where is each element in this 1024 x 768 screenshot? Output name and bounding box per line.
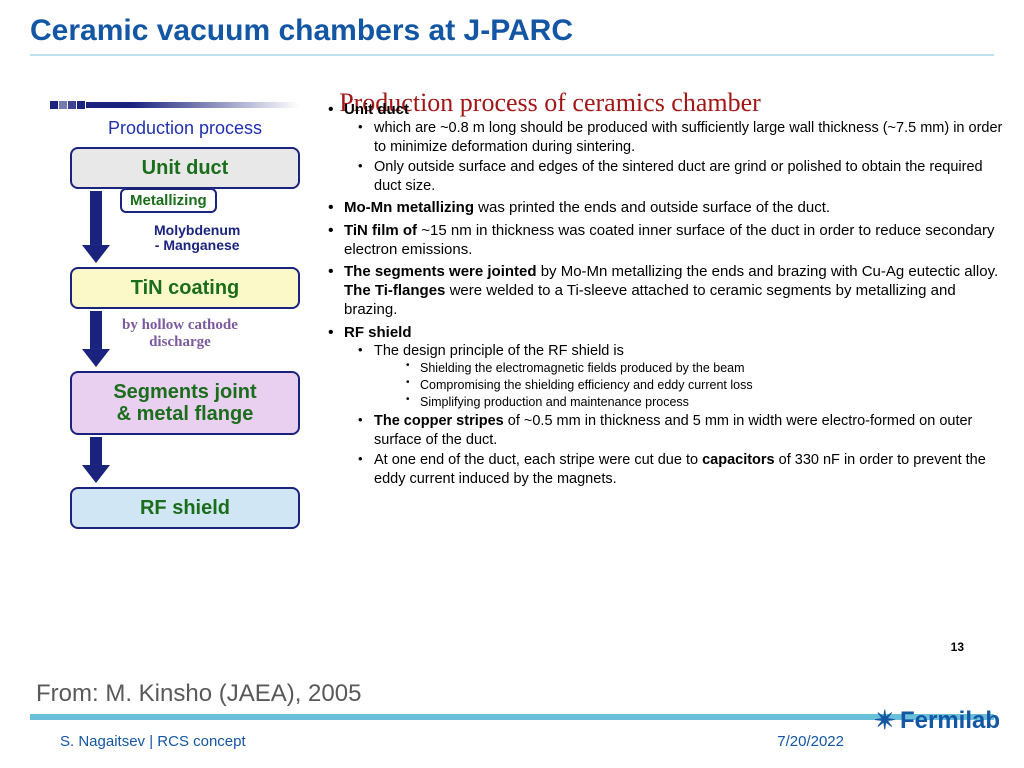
bullet-metallizing: Mo-Mn metallizing was printed the ends a… bbox=[324, 198, 1004, 217]
flow-box-segments-joint: Segments joint& metal flange bbox=[70, 371, 300, 435]
bullet-tin-film: TiN film of ~15 nm in thickness was coat… bbox=[324, 221, 1004, 259]
bullet-unit-duct: Unit duct which are ~0.8 m long should b… bbox=[324, 100, 1004, 195]
page-number: 13 bbox=[951, 640, 964, 654]
flow-box-rf-shield: RF shield bbox=[70, 487, 300, 529]
mini-box-metallizing: Metallizing bbox=[120, 188, 217, 213]
sub-bullet: Only outside surface and edges of the si… bbox=[344, 158, 1004, 195]
arrow-2: by hollow cathodedischarge bbox=[70, 311, 300, 369]
note-molybdenum: Molybdenum- Manganese bbox=[154, 223, 240, 254]
sub-bullet: At one end of the duct, each stripe were… bbox=[344, 451, 1004, 488]
content-area: Production process of ceramics chamber P… bbox=[0, 56, 1024, 529]
flowchart-column: Production process of ceramics chamber P… bbox=[60, 58, 310, 529]
arrow-icon bbox=[90, 191, 110, 263]
bullet-rf-shield: RF shield The design principle of the RF… bbox=[324, 323, 1004, 489]
bullet-segments: The segments were jointed by Mo-Mn metal… bbox=[324, 262, 1004, 320]
arrow-3 bbox=[70, 437, 300, 485]
decor-sq bbox=[77, 101, 85, 109]
sub-bullet: The copper stripes of ~0.5 mm in thickne… bbox=[344, 412, 1004, 449]
logo-text: Fermilab bbox=[900, 707, 1000, 735]
footer-bar bbox=[30, 714, 994, 720]
arrow-icon bbox=[90, 311, 110, 367]
decor-sq bbox=[68, 101, 76, 109]
slide-title: Ceramic vacuum chambers at J-PARC bbox=[0, 0, 1024, 52]
footer-date: 7/20/2022 bbox=[777, 733, 844, 750]
logo-mark-icon: ✴ bbox=[874, 705, 896, 736]
citation: From: M. Kinsho (JAEA), 2005 bbox=[36, 680, 361, 708]
bullets-column: Unit duct which are ~0.8 m long should b… bbox=[310, 58, 1004, 529]
arrow-icon bbox=[90, 437, 110, 483]
note-hollow-cathode: by hollow cathodedischarge bbox=[122, 317, 238, 350]
footer: S. Nagaitsev | RCS concept 7/20/2022 bbox=[60, 733, 994, 750]
sub-bullet: The design principle of the RF shield is… bbox=[344, 342, 1004, 411]
sub-sub-bullet: Simplifying production and maintenance p… bbox=[374, 394, 1004, 410]
arrow-1: Metallizing Molybdenum- Manganese bbox=[70, 191, 300, 265]
decor-sq bbox=[50, 101, 58, 109]
footer-author: S. Nagaitsev | RCS concept bbox=[60, 733, 246, 750]
sub-sub-bullet: Shielding the electromagnetic fields pro… bbox=[374, 360, 1004, 376]
process-label: Production process bbox=[60, 118, 310, 139]
flow-box-tin-coating: TiN coating bbox=[70, 267, 300, 309]
sub-sub-bullet: Compromising the shielding efficiency an… bbox=[374, 377, 1004, 393]
sub-bullet: which are ~0.8 m long should be produced… bbox=[344, 119, 1004, 156]
fermilab-logo: ✴Fermilab bbox=[874, 705, 1000, 736]
decor-sq bbox=[59, 101, 67, 109]
flow-box-unit-duct: Unit duct bbox=[70, 147, 300, 189]
